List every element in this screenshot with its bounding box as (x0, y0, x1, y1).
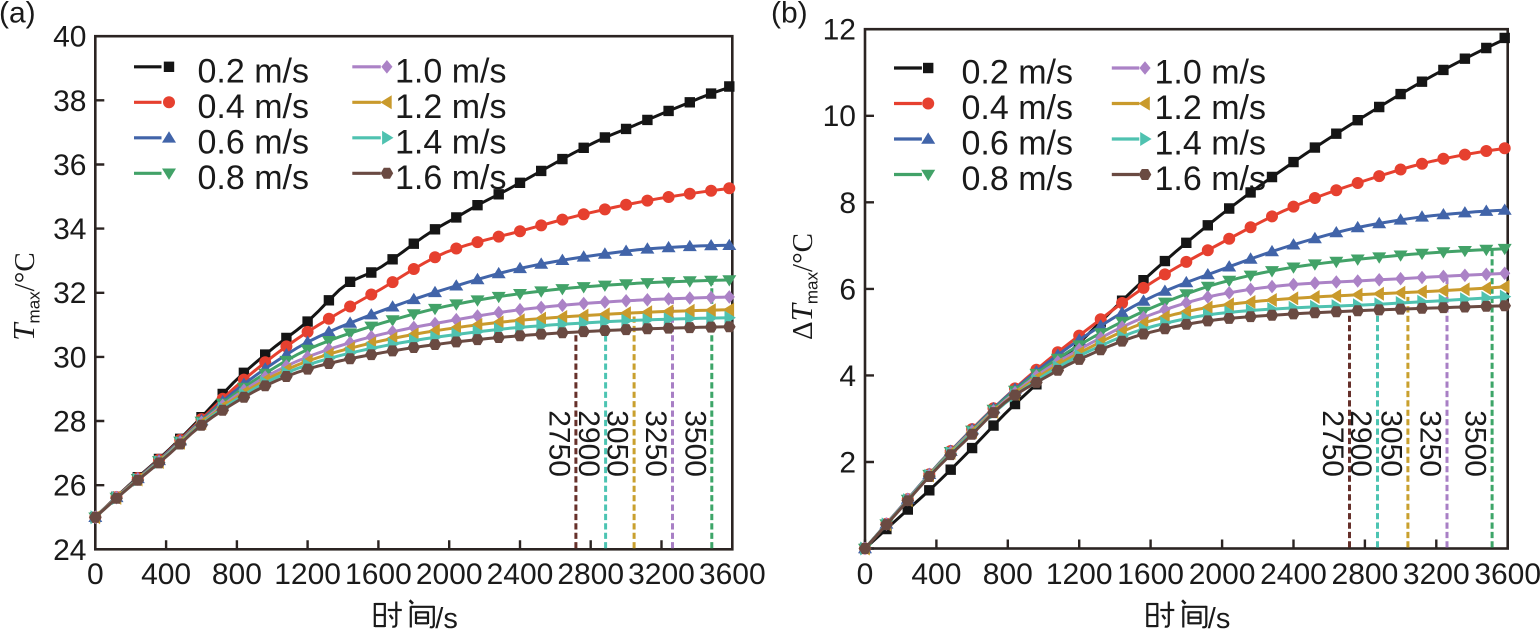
svg-text:800: 800 (212, 558, 262, 591)
svg-text:2750: 2750 (542, 410, 575, 477)
svg-text:/s: /s (435, 603, 458, 630)
svg-text:2: 2 (839, 447, 856, 480)
svg-text:1.0 m/s: 1.0 m/s (1155, 54, 1266, 92)
svg-text:0.2 m/s: 0.2 m/s (962, 54, 1073, 92)
svg-text:Tmax/°C: Tmax/°C (6, 252, 44, 340)
svg-text:3050: 3050 (601, 410, 634, 477)
svg-text:3500: 3500 (678, 410, 711, 477)
svg-text:2000: 2000 (416, 558, 483, 591)
svg-text:1.0 m/s: 1.0 m/s (395, 52, 506, 90)
svg-text:40: 40 (53, 21, 86, 54)
svg-text:1.4 m/s: 1.4 m/s (395, 123, 506, 161)
svg-text:0.6 m/s: 0.6 m/s (962, 125, 1073, 163)
svg-text:2800: 2800 (1332, 558, 1399, 591)
svg-text:(b): (b) (771, 0, 808, 30)
svg-text:6: 6 (839, 273, 856, 306)
svg-text:3250: 3250 (639, 410, 672, 477)
svg-text:1600: 1600 (345, 558, 412, 591)
svg-text:0: 0 (857, 558, 874, 591)
svg-text:(a): (a) (0, 0, 36, 30)
svg-text:/s: /s (1208, 603, 1231, 630)
svg-text:36: 36 (53, 149, 86, 182)
svg-text:3600: 3600 (1474, 558, 1540, 591)
svg-text:38: 38 (53, 85, 86, 118)
svg-text:2750: 2750 (1316, 410, 1349, 477)
svg-text:2800: 2800 (557, 558, 624, 591)
svg-text:1600: 1600 (1117, 558, 1184, 591)
svg-text:2900: 2900 (1344, 410, 1377, 477)
svg-text:2400: 2400 (1260, 558, 1327, 591)
svg-text:3500: 3500 (1459, 410, 1492, 477)
svg-text:400: 400 (911, 558, 961, 591)
svg-text:3200: 3200 (1403, 558, 1470, 591)
svg-text:8: 8 (839, 187, 856, 220)
svg-text:4: 4 (839, 360, 856, 393)
svg-text:1200: 1200 (274, 558, 341, 591)
svg-text:1.2 m/s: 1.2 m/s (1155, 89, 1266, 127)
svg-text:0: 0 (87, 558, 104, 591)
svg-text:0.8 m/s: 0.8 m/s (198, 159, 309, 197)
svg-text:2400: 2400 (487, 558, 554, 591)
svg-text:10: 10 (823, 100, 856, 133)
svg-text:12: 12 (823, 14, 856, 47)
svg-text:32: 32 (53, 277, 86, 310)
svg-text:1.2 m/s: 1.2 m/s (395, 88, 506, 126)
svg-text:0.6 m/s: 0.6 m/s (198, 123, 309, 161)
svg-text:30: 30 (53, 341, 86, 374)
svg-text:3600: 3600 (699, 558, 766, 591)
svg-text:0.8 m/s: 0.8 m/s (962, 160, 1073, 198)
svg-text:2900: 2900 (572, 410, 605, 477)
svg-text:ΔTmax/°C: ΔTmax/°C (784, 233, 822, 340)
svg-text:1200: 1200 (1046, 558, 1113, 591)
svg-text:0.2 m/s: 0.2 m/s (198, 52, 309, 90)
svg-text:0.4 m/s: 0.4 m/s (198, 88, 309, 126)
svg-text:1.4 m/s: 1.4 m/s (1155, 125, 1266, 163)
svg-text:3200: 3200 (628, 558, 695, 591)
svg-text:3050: 3050 (1374, 410, 1407, 477)
svg-text:24: 24 (53, 534, 86, 567)
svg-text:1.6 m/s: 1.6 m/s (395, 159, 506, 197)
svg-text:3250: 3250 (1414, 410, 1447, 477)
svg-text:1.6 m/s: 1.6 m/s (1155, 160, 1266, 198)
svg-text:0.4 m/s: 0.4 m/s (962, 89, 1073, 127)
svg-text:400: 400 (141, 558, 191, 591)
svg-text:34: 34 (53, 213, 86, 246)
svg-text:28: 28 (53, 406, 86, 439)
svg-text:800: 800 (983, 558, 1033, 591)
svg-text:26: 26 (53, 470, 86, 503)
svg-text:2000: 2000 (1189, 558, 1256, 591)
